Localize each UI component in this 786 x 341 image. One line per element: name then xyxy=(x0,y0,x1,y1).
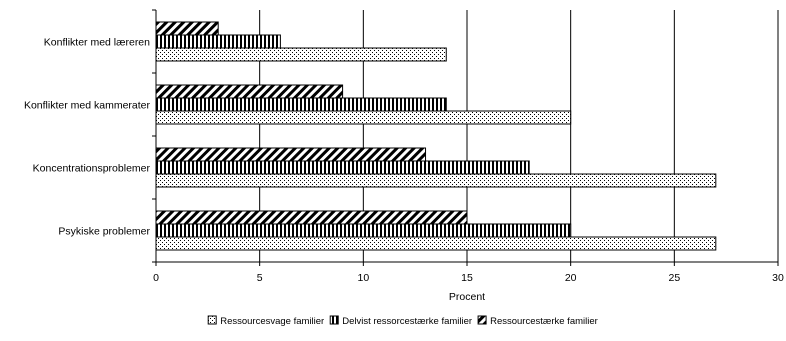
legend-label: Ressourcestærke familier xyxy=(490,316,598,327)
category-labels: Konflikter med læreren Konflikter med kam… xyxy=(24,37,151,238)
bar-3-series-2 xyxy=(155,160,530,175)
bar-2-series-1 xyxy=(155,110,572,125)
x-tick-label: 5 xyxy=(257,272,263,284)
x-tick-label: 0 xyxy=(153,272,159,284)
bars xyxy=(155,21,717,251)
category-label: Konflikter med kammerater xyxy=(24,100,151,112)
bar-3-series-3 xyxy=(155,147,427,162)
x-tick-label: 25 xyxy=(668,272,680,284)
x-tick-labels: 0 5 10 15 20 25 30 xyxy=(153,272,784,284)
x-tick-label: 10 xyxy=(357,272,369,284)
legend-item: Ressourcestærke familier xyxy=(477,315,598,327)
bar-1-series-2 xyxy=(155,34,281,49)
bar-1-series-3 xyxy=(155,21,219,36)
bar-3-series-1 xyxy=(155,173,717,188)
bar-2-series-2 xyxy=(155,97,447,112)
bar-4-series-3 xyxy=(155,210,468,225)
legend-label: Ressourcesvage familier xyxy=(220,316,324,327)
legend-swatch xyxy=(477,315,487,325)
bar-4-series-1 xyxy=(155,236,717,251)
category-label: Konflikter med læreren xyxy=(44,37,150,49)
bar-1-series-1 xyxy=(155,47,447,62)
legend: Ressourcesvage familier Delvist ressorces… xyxy=(207,315,598,327)
bar-4-series-2 xyxy=(155,223,572,238)
legend-label: Delvist ressorcestærke familier xyxy=(342,316,472,327)
legend-swatch xyxy=(207,315,217,325)
bar-2-series-3 xyxy=(155,84,344,99)
category-label: Koncentrationsproblemer xyxy=(33,163,151,175)
legend-item: Ressourcesvage familier xyxy=(207,315,324,327)
x-tick-label: 30 xyxy=(772,272,784,284)
x-tick-label: 15 xyxy=(461,272,473,284)
legend-item: Delvist ressorcestærke familier xyxy=(329,315,472,327)
x-axis-title: Procent xyxy=(449,291,485,303)
x-tick-label: 20 xyxy=(565,272,577,284)
legend-swatch xyxy=(329,315,339,325)
category-label: Psykiske problemer xyxy=(58,226,150,238)
axes xyxy=(152,9,779,266)
